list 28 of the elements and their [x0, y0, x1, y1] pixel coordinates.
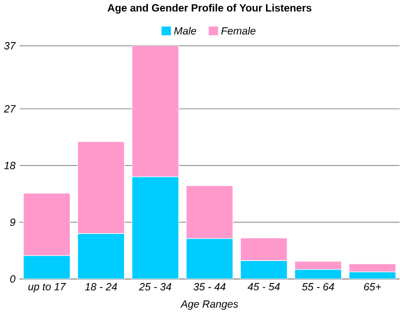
bar — [132, 46, 179, 178]
bar — [77, 233, 125, 280]
bar — [77, 141, 125, 234]
bar — [132, 176, 179, 280]
x-axis-title: Age Ranges — [180, 300, 238, 310]
y-tick-label: 0 — [10, 275, 16, 283]
legend-label: Female — [221, 27, 256, 35]
x-tick-label: 18 - 24 — [85, 283, 117, 291]
x-tick-label: up to 17 — [28, 283, 66, 293]
bar — [186, 186, 234, 240]
bar — [348, 264, 396, 272]
y-tick-label: 9 — [10, 218, 16, 226]
legend-label: Male — [174, 27, 196, 35]
y-tick-label: 27 — [4, 105, 16, 113]
bar — [294, 261, 342, 270]
y-tick-label: 37 — [4, 42, 16, 50]
bar — [240, 260, 288, 280]
bar — [240, 238, 288, 262]
x-tick-label: 25 - 34 — [138, 283, 172, 291]
bar — [23, 256, 70, 280]
x-tick-label: 45 - 54 — [248, 283, 280, 291]
x-tick-label: 35 - 44 — [194, 283, 226, 291]
y-tick-label: 18 — [4, 162, 16, 170]
bar — [186, 238, 234, 280]
x-tick-label: 55 - 64 — [302, 283, 334, 291]
bar — [23, 193, 70, 256]
x-tick-label: 65+ — [364, 283, 381, 291]
chart-title: Age and Gender Profile of Your Listeners — [108, 4, 312, 14]
